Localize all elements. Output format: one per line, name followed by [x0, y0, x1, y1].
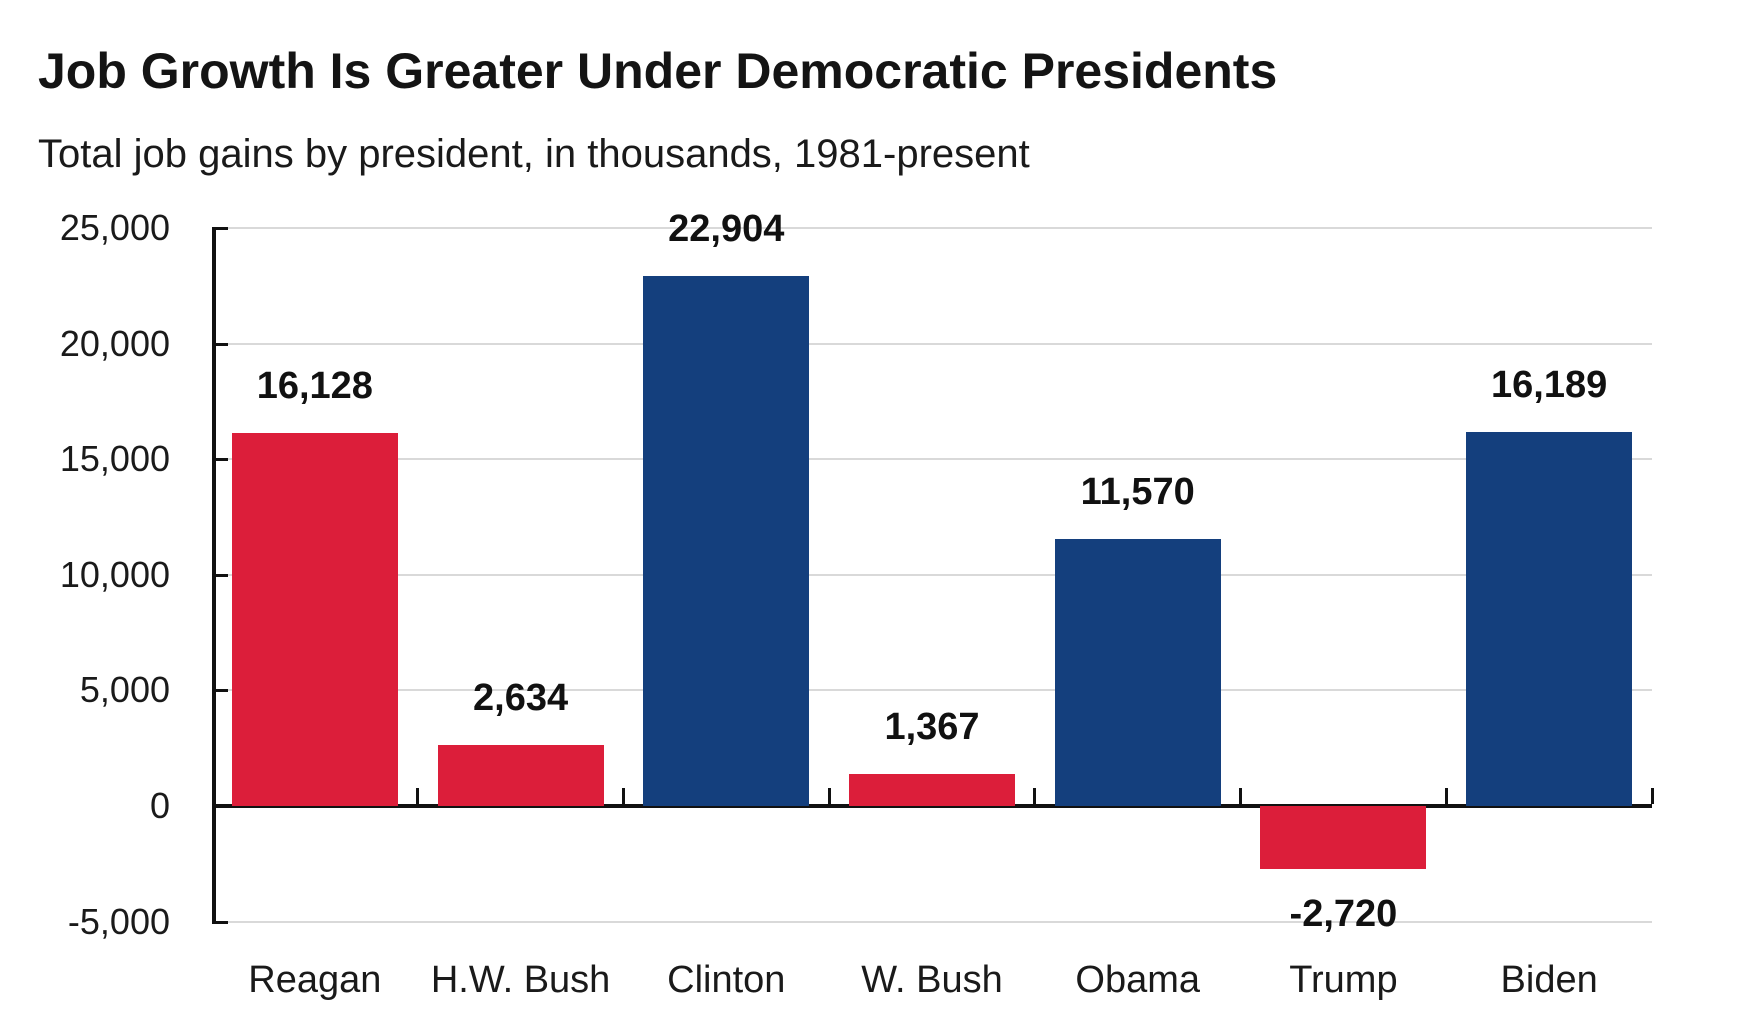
- bar-reagan: [231, 433, 398, 806]
- chart-title: Job Growth Is Greater Under Democratic P…: [38, 43, 1278, 99]
- value-label-trump: -2,720: [1289, 892, 1398, 935]
- y-axis-tick--5000: [212, 920, 228, 924]
- x-axis-tick-1: [416, 788, 420, 804]
- y-tick-label-10000: 10,000: [59, 553, 170, 595]
- bar-biden: [1466, 431, 1633, 806]
- zero-baseline: [212, 804, 1652, 808]
- x-axis-tick-6: [1444, 788, 1448, 804]
- y-axis-tick-25000: [212, 227, 228, 230]
- value-label-clinton: 22,904: [668, 208, 785, 251]
- value-label-reagan: 16,128: [256, 365, 373, 408]
- x-axis-tick-2: [621, 788, 625, 804]
- category-label-clinton: Clinton: [667, 959, 786, 1001]
- category-label-w-bush: W. Bush: [861, 959, 1003, 1001]
- value-label-w-bush: 1,367: [884, 706, 980, 749]
- y-tick-label-0: 0: [149, 785, 170, 826]
- y-tick-label-5000: 5,000: [79, 669, 170, 711]
- y-axis-tick-5000: [212, 689, 228, 693]
- category-label-h-w-bush: H.W. Bush: [430, 959, 611, 1001]
- category-label-obama: Obama: [1075, 959, 1201, 1001]
- y-axis-tick-15000: [212, 458, 228, 462]
- x-axis-tick-3: [827, 788, 831, 804]
- y-tick-label-25000: 25,000: [59, 207, 170, 248]
- x-axis-tick-4: [1033, 788, 1037, 804]
- category-label-biden: Biden: [1500, 959, 1598, 1001]
- category-label-trump: Trump: [1289, 959, 1398, 1001]
- x-axis-tick-7: [1650, 788, 1654, 804]
- gridline-5000: [212, 689, 1652, 692]
- gridline-10000: [212, 573, 1652, 576]
- gridline-20000: [212, 342, 1652, 345]
- value-label-obama: 11,570: [1080, 470, 1195, 513]
- gridline-15000: [212, 458, 1652, 461]
- category-label-reagan: Reagan: [248, 959, 382, 1001]
- y-tick-label-20000: 20,000: [59, 322, 170, 364]
- x-axis-tick-5: [1239, 788, 1243, 804]
- y-tick-label-15000: 15,000: [59, 438, 170, 480]
- y-axis-tick-10000: [212, 573, 228, 577]
- chart-subtitle: Total job gains by president, in thousan…: [38, 132, 1030, 176]
- gridline-25000: [212, 227, 1652, 229]
- y-axis-tick-20000: [212, 342, 228, 346]
- bar-h-w-bush: [437, 745, 604, 806]
- y-tick-label--5000: -5,000: [67, 900, 170, 942]
- value-label-h-w-bush: 2,634: [473, 677, 569, 720]
- bar-clinton: [643, 276, 810, 806]
- bar-trump: [1260, 806, 1427, 869]
- value-label-biden: 16,189: [1491, 363, 1608, 406]
- bar-w-bush: [849, 774, 1015, 806]
- bar-obama: [1054, 538, 1221, 806]
- gridline--5000: [212, 920, 1652, 923]
